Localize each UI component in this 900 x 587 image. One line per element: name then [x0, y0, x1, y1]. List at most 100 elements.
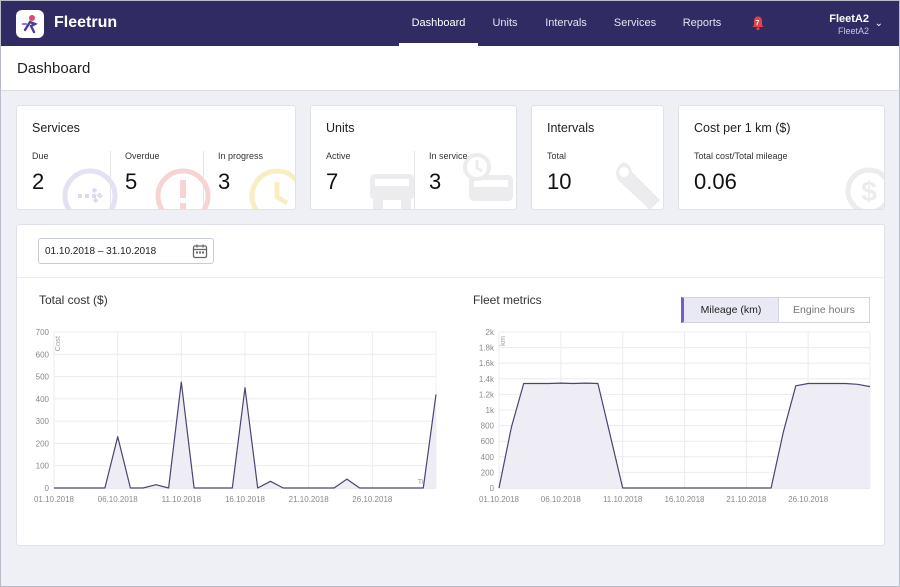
date-range-picker[interactable]: 01.10.2018 – 31.10.2018 [38, 238, 214, 264]
card-title: Units [326, 121, 355, 135]
stat-overdue: Overdue 5 [125, 150, 160, 195]
stat-value: 3 [218, 169, 231, 194]
user-name: FleetA2 [829, 13, 869, 25]
x-tick-label: 21.10.2018 [289, 495, 330, 504]
stat-active: Active 7 [326, 150, 351, 195]
x-tick-label: 06.10.2018 [541, 495, 582, 504]
svg-text:$: $ [861, 176, 877, 207]
x-tick-label: 26.10.2018 [352, 495, 393, 504]
total-cost-chart: 0 100 200 300 400 500 600 700 01.10.2018 06.10.20… [34, 328, 437, 504]
divider [203, 151, 204, 209]
y-tick-label: 400 [481, 453, 495, 462]
y-tick-label: 1.4k [479, 375, 495, 384]
divider [414, 151, 415, 209]
stat-label: In progress [218, 151, 264, 161]
y-axis-label: Cost [53, 335, 62, 351]
truck-clock-icon [463, 153, 513, 201]
nav-units[interactable]: Units [492, 17, 518, 29]
top-navigation-bar: Fleetrun Dashboard Units Intervals Servi… [1, 1, 899, 46]
stat-label: Total cost/Total mileage [694, 151, 788, 161]
stat-value: 3 [429, 169, 442, 194]
intervals-card[interactable]: Intervals Total 10 [531, 105, 664, 210]
nav-intervals[interactable]: Intervals [545, 17, 587, 29]
app-name: Fleetrun [54, 14, 118, 31]
divider [17, 277, 884, 278]
y-tick-label: 300 [36, 417, 50, 426]
stat-value: 7 [326, 169, 339, 194]
x-tick-label: 26.10.2018 [788, 495, 829, 504]
y-tick-label: 200 [36, 439, 50, 448]
y-tick-label: 800 [481, 422, 495, 431]
page-header: Dashboard [1, 46, 899, 91]
series-line [498, 382, 871, 489]
notification-bell-icon[interactable] [750, 15, 766, 31]
date-range-value: 01.10.2018 – 31.10.2018 [45, 246, 157, 257]
x-tick-label: 01.10.2018 [479, 495, 520, 504]
y-tick-label: 600 [481, 437, 495, 446]
clock-icon [249, 168, 295, 209]
alert-circle-icon [155, 168, 211, 209]
y-tick-label: 2k [486, 328, 495, 337]
card-title: Cost per 1 km ($) [694, 121, 791, 135]
y-tick-label: 600 [36, 350, 50, 359]
stat-value: 10 [547, 169, 572, 194]
y-tick-label: 1.8k [479, 344, 495, 353]
card-title: Services [32, 121, 80, 135]
stat-label: Total [547, 151, 567, 161]
total-cost-chart-title: Total cost ($) [39, 293, 108, 307]
y-axis-label: km [498, 336, 507, 346]
y-tick-label: 700 [36, 328, 50, 337]
nav-services[interactable]: Services [613, 17, 657, 29]
y-tick-label: 1.2k [479, 390, 495, 399]
x-tick-label: 16.10.2018 [225, 495, 266, 504]
y-tick-label: 400 [36, 395, 50, 404]
x-tick-label: 06.10.2018 [98, 495, 139, 504]
user-menu[interactable]: FleetA2 FleetA2 [829, 13, 869, 37]
user-account: FleetA2 [837, 26, 869, 36]
x-tick-label: 11.10.2018 [603, 495, 643, 504]
stat-cost: Total cost/Total mileage 0.06 [694, 150, 788, 195]
card-title: Intervals [547, 121, 595, 135]
toggle-engine-hours[interactable]: Engine hours [778, 297, 870, 323]
nav-reports[interactable]: Reports [682, 17, 722, 29]
stat-in-service: In service 3 [429, 150, 468, 195]
y-tick-label: 0 [45, 484, 50, 493]
stat-label: Due [32, 151, 49, 161]
x-tick-label: 01.10.2018 [34, 495, 75, 504]
units-card[interactable]: Units Active 7 In service 3 [310, 105, 517, 210]
stat-value: 2 [32, 169, 45, 194]
y-tick-label: 200 [481, 468, 495, 477]
x-tick-label: 16.10.2018 [664, 495, 705, 504]
truck-icon [370, 174, 414, 209]
services-card[interactable]: Services Due 2 Overdue 5 In progress 3 [16, 105, 296, 210]
fleetrun-logo[interactable] [16, 10, 44, 38]
stat-value: 5 [125, 169, 138, 194]
stat-label: Active [326, 151, 351, 161]
y-tick-label: 1k [486, 406, 495, 415]
toggle-mileage[interactable]: Mileage (km) [681, 297, 779, 323]
stat-value: 0.06 [694, 169, 737, 194]
x-tick-label: 21.10.2018 [726, 495, 767, 504]
stat-label: In service [429, 151, 468, 161]
wrench-icon [616, 162, 660, 209]
series-area [54, 382, 436, 488]
chevron-down-icon[interactable]: ⌄ [874, 18, 883, 29]
stat-label: Overdue [125, 151, 160, 161]
arrow-right-circle-icon [62, 168, 118, 209]
calendar-icon[interactable] [192, 243, 208, 259]
stat-due: Due 2 [32, 150, 49, 195]
stat-total: Total 10 [547, 150, 571, 195]
y-tick-label: 0 [490, 484, 495, 493]
charts-panel: 01.10.2018 – 31.10.2018 Total cost ($) F… [16, 224, 885, 546]
fleet-metrics-chart: 0 200 400 600 800 1k 1.2k 1.4k 1.6k 1.8k 2k 01.10.2… [479, 328, 871, 504]
series-line [54, 381, 437, 489]
notification-count: 7 [755, 20, 760, 27]
divider [110, 151, 111, 209]
y-tick-label: 500 [36, 373, 50, 382]
cost-per-km-card[interactable]: Cost per 1 km ($) $ Total cost/Total mil… [678, 105, 885, 210]
page-title: Dashboard [17, 60, 91, 77]
fleet-metrics-chart-title: Fleet metrics [473, 293, 542, 307]
nav-dashboard[interactable]: Dashboard [399, 1, 478, 46]
x-tick-label: 11.10.2018 [162, 495, 202, 504]
y-tick-label: 100 [36, 462, 50, 471]
